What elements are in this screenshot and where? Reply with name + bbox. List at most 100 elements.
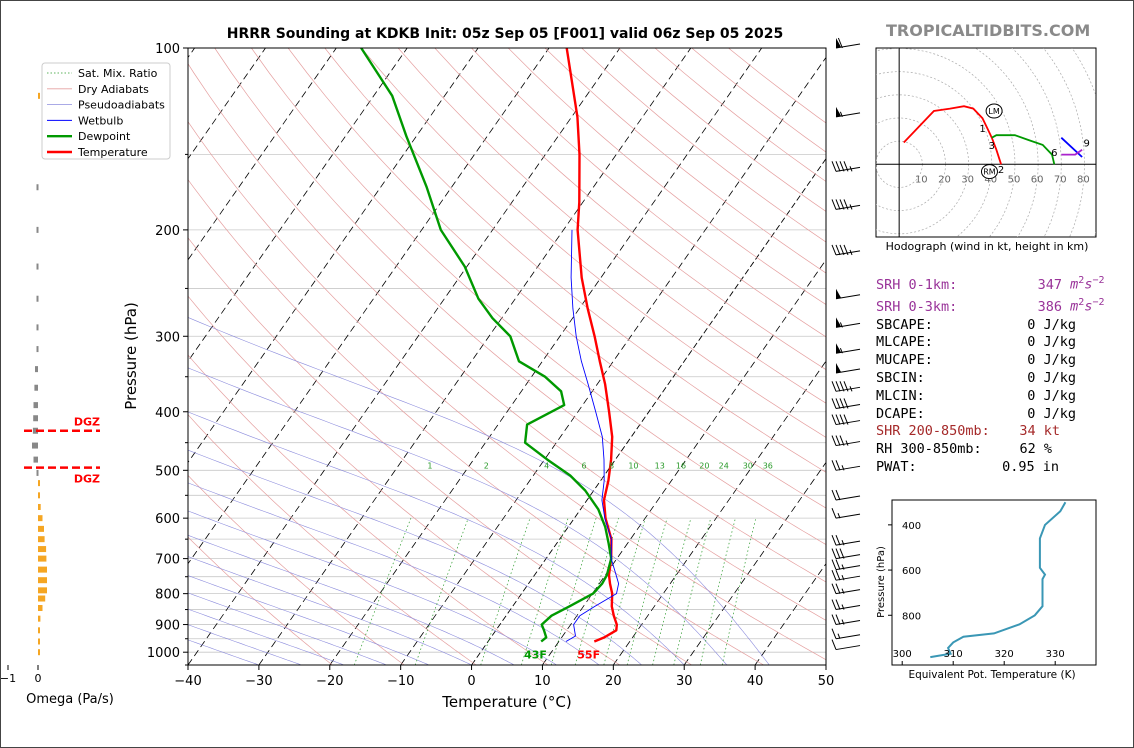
wind-barb-flag	[836, 343, 841, 354]
wind-barb-full	[831, 381, 837, 392]
mixing-ratio-line	[353, 518, 412, 665]
theta-y-tick-label: 600	[902, 566, 921, 577]
isotherm-line	[188, 48, 266, 160]
wind-barb-half	[841, 619, 845, 625]
wind-barb-half	[849, 386, 853, 392]
wind-barb-half	[841, 539, 845, 546]
wind-barb-staff	[835, 645, 861, 651]
wind-barb-full	[837, 37, 843, 49]
stat-label: RH 300-850mb:	[876, 441, 982, 458]
wind-barb	[831, 614, 861, 626]
stat-label: SRH 0-1km:	[876, 276, 958, 293]
wind-barb-full	[839, 398, 845, 409]
stat-value: 0 J/kg	[1027, 334, 1076, 351]
y-tick-label: 300	[155, 330, 180, 345]
theta-x-axis-label: Equivalent Pot. Temperature (K)	[908, 669, 1075, 681]
wind-barb-full	[831, 414, 837, 425]
stat-unit-sup: −2	[1092, 297, 1105, 309]
mixing-ratio-line	[626, 518, 668, 665]
theta-y-tick-label: 400	[902, 521, 921, 532]
stat-dcape: DCAPE: 0 J/kg	[876, 406, 1105, 424]
mixing-ratio-line	[673, 518, 712, 665]
x-tick-label: 10	[534, 674, 551, 689]
omega-bar	[36, 263, 39, 270]
wind-barb-staff	[835, 348, 861, 354]
y-tick-label: 100	[155, 42, 180, 57]
x-axis-label: Temperature (°C)	[441, 693, 571, 711]
wind-barb-full	[831, 244, 837, 256]
omega-bar	[36, 184, 39, 191]
stat-label: MLCIN:	[876, 387, 925, 404]
stat-unit: s	[1084, 276, 1093, 293]
y-tick-label: 900	[155, 619, 180, 634]
legend-label: Sat. Mix. Ratio	[78, 67, 158, 80]
dry-adiabat	[471, 48, 826, 338]
omega-bar	[36, 324, 39, 331]
wind-barb-staff	[835, 294, 861, 300]
y-tick-label: 200	[155, 224, 180, 239]
wind-barb-full	[835, 398, 841, 409]
wind-barb-full	[839, 161, 845, 172]
wind-barb	[831, 569, 861, 581]
omega-bar	[38, 605, 43, 612]
wind-barb-full	[843, 161, 849, 172]
wind-barb-half	[839, 111, 843, 118]
theta-y-tick-label: 800	[902, 611, 921, 622]
stat-unit: s	[1084, 298, 1093, 315]
omega-bar	[33, 415, 38, 422]
hodograph-segment	[903, 105, 1002, 165]
wind-barb-full	[835, 244, 841, 256]
wind-barb-full	[831, 199, 837, 210]
wind-barb-full	[831, 639, 837, 650]
mixing-ratio-line	[652, 518, 692, 665]
wind-barb	[831, 548, 861, 560]
storm-motion-marker	[985, 103, 1003, 119]
wind-barb-half	[841, 465, 845, 471]
isotherm-line	[400, 56, 826, 665]
pseudoadiabat	[188, 482, 600, 665]
dry-adiabat	[324, 48, 826, 473]
wind-barb-full	[839, 548, 845, 559]
series-wetbulb-line	[565, 229, 620, 642]
mixing-ratio-label: 16	[676, 461, 686, 470]
hodograph-height-marker: 1	[979, 124, 985, 135]
series-dewpoint-line	[360, 48, 613, 643]
stat-sbcape: SBCAPE: 0 J/kg	[876, 317, 1105, 335]
stat-srh-3km: SRH 0-3km: 386 m2s−2	[876, 294, 1105, 316]
wind-barb-staff	[835, 368, 861, 374]
wind-barb	[831, 398, 861, 409]
stat-rh: RH 300-850mb: 62 %	[876, 441, 1105, 459]
mixing-ratio-label: 4	[544, 461, 549, 470]
mixing-ratio-line	[721, 518, 757, 665]
hodograph-ring-label: 80	[1077, 174, 1090, 185]
wind-barb-full	[831, 460, 837, 471]
storm-motion-marker	[980, 164, 998, 180]
hodograph-ring-label: 10	[915, 174, 928, 185]
theta-y-axis-label: Pressure (hPa)	[876, 546, 887, 618]
mixing-ratio-label: 10	[628, 461, 638, 470]
wind-barb	[835, 317, 861, 328]
mixing-ratio-line	[521, 518, 569, 665]
stat-srh-1km: SRH 0-1km: 347 m2s−2	[876, 272, 1105, 294]
chart-title: HRRR Sounding at KDKB Init: 05z Sep 05 […	[226, 26, 784, 42]
wind-barb-full	[831, 559, 837, 570]
mixing-ratio-label: 1	[427, 461, 432, 470]
pseudoadiabat	[188, 608, 345, 665]
stat-label: PWAT:	[876, 458, 917, 475]
wind-barb	[831, 559, 861, 571]
omega-bar	[36, 469, 39, 476]
skewt-axes-frame	[187, 47, 827, 666]
dry-adiabat	[188, 237, 692, 665]
dry-adiabat	[188, 295, 621, 665]
wind-barb-full	[843, 199, 849, 210]
stat-pwat: PWAT: 0.95 in	[876, 459, 1105, 477]
wind-barb-full	[839, 435, 845, 446]
legend-label: Wetbulb	[78, 114, 123, 127]
stat-value: 386	[1037, 298, 1062, 315]
wind-barb-half	[837, 512, 841, 519]
hodograph-ring-label: 60	[1031, 174, 1044, 185]
mixing-ratio-line	[699, 518, 736, 665]
isotherm-line	[188, 48, 479, 464]
stats-panel: SRH 0-1km: 347 m2s−2 SRH 0-3km: 386 m2s−2 …	[876, 272, 1105, 477]
hodograph-height-marker: 9	[1084, 139, 1090, 150]
